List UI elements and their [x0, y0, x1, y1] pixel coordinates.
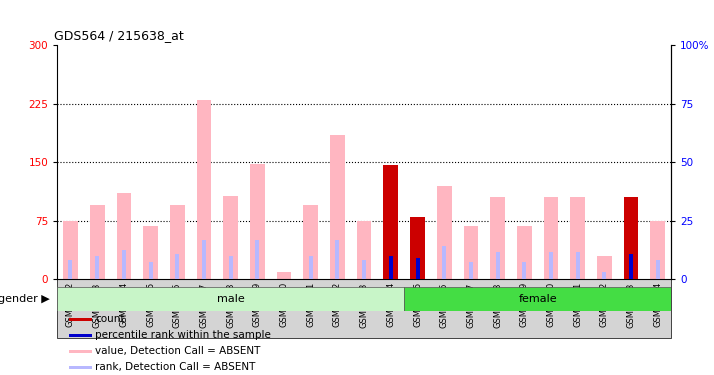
Bar	[228, 256, 233, 279]
Bar	[336, 240, 339, 279]
Text: GDS564 / 215638_at: GDS564 / 215638_at	[54, 30, 183, 42]
Bar	[223, 196, 238, 279]
Bar	[63, 221, 78, 279]
Bar	[277, 272, 291, 279]
Bar	[357, 221, 371, 279]
Bar	[549, 252, 553, 279]
Bar	[149, 262, 153, 279]
Bar	[69, 366, 91, 369]
Bar	[442, 246, 446, 279]
Bar	[144, 226, 158, 279]
Bar	[175, 254, 179, 279]
Bar	[95, 256, 99, 279]
Bar	[655, 260, 660, 279]
Bar	[410, 217, 425, 279]
Bar	[570, 197, 585, 279]
Bar	[469, 262, 473, 279]
Bar	[404, 287, 671, 311]
Bar	[575, 252, 580, 279]
Bar	[383, 165, 398, 279]
Bar	[416, 258, 420, 279]
Bar	[330, 135, 345, 279]
Bar	[437, 186, 451, 279]
Bar	[90, 205, 104, 279]
Bar	[624, 197, 638, 279]
Text: count: count	[95, 314, 125, 324]
Bar	[463, 226, 478, 279]
Bar	[69, 334, 91, 337]
Bar	[496, 252, 500, 279]
Bar	[69, 260, 73, 279]
Bar	[543, 197, 558, 279]
Bar	[69, 318, 91, 321]
Bar	[308, 256, 313, 279]
Bar	[389, 256, 393, 279]
Bar	[650, 221, 665, 279]
Bar	[523, 262, 526, 279]
Bar	[196, 100, 211, 279]
Text: rank, Detection Call = ABSENT: rank, Detection Call = ABSENT	[95, 362, 256, 372]
Text: female: female	[518, 294, 557, 304]
Bar	[597, 256, 612, 279]
Bar	[629, 254, 633, 279]
Bar	[202, 240, 206, 279]
Bar	[303, 205, 318, 279]
Bar	[69, 350, 91, 352]
Bar	[170, 205, 185, 279]
Bar	[57, 287, 404, 311]
Bar	[517, 226, 532, 279]
Bar	[250, 164, 265, 279]
Bar	[362, 260, 366, 279]
Text: male: male	[217, 294, 244, 304]
Text: percentile rank within the sample: percentile rank within the sample	[95, 330, 271, 340]
Bar	[416, 258, 420, 279]
Text: value, Detection Call = ABSENT: value, Detection Call = ABSENT	[95, 346, 261, 356]
Bar	[603, 272, 606, 279]
Bar	[122, 250, 126, 279]
Bar	[410, 217, 425, 279]
Bar	[256, 240, 259, 279]
Bar	[491, 197, 505, 279]
Bar	[116, 194, 131, 279]
Text: gender ▶: gender ▶	[0, 294, 50, 304]
